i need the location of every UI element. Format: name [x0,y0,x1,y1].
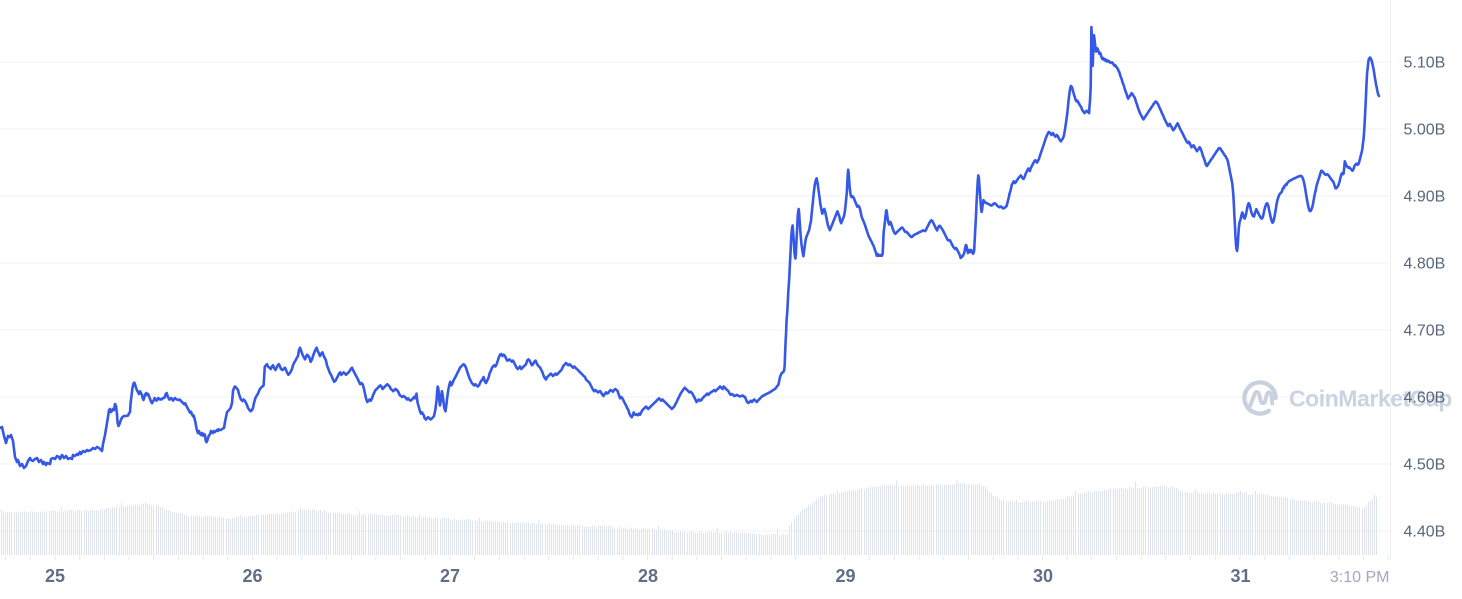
svg-text:27: 27 [440,566,460,586]
svg-text:CoinMarketCap: CoinMarketCap [1289,386,1452,412]
svg-text:4.40B: 4.40B [1404,524,1446,541]
svg-text:29: 29 [835,566,855,586]
svg-text:3:10 PM: 3:10 PM [1330,569,1390,586]
svg-text:26: 26 [242,566,262,586]
svg-text:4.90B: 4.90B [1404,189,1446,206]
svg-text:4.70B: 4.70B [1404,323,1446,340]
svg-text:28: 28 [638,566,658,586]
svg-text:30: 30 [1033,566,1053,586]
svg-text:4.80B: 4.80B [1404,256,1446,273]
svg-text:4.60B: 4.60B [1404,390,1446,407]
svg-text:25: 25 [45,566,65,586]
svg-text:5.10B: 5.10B [1404,55,1446,72]
svg-text:5.00B: 5.00B [1404,122,1446,139]
svg-text:31: 31 [1230,566,1250,586]
svg-text:4.50B: 4.50B [1404,457,1446,474]
